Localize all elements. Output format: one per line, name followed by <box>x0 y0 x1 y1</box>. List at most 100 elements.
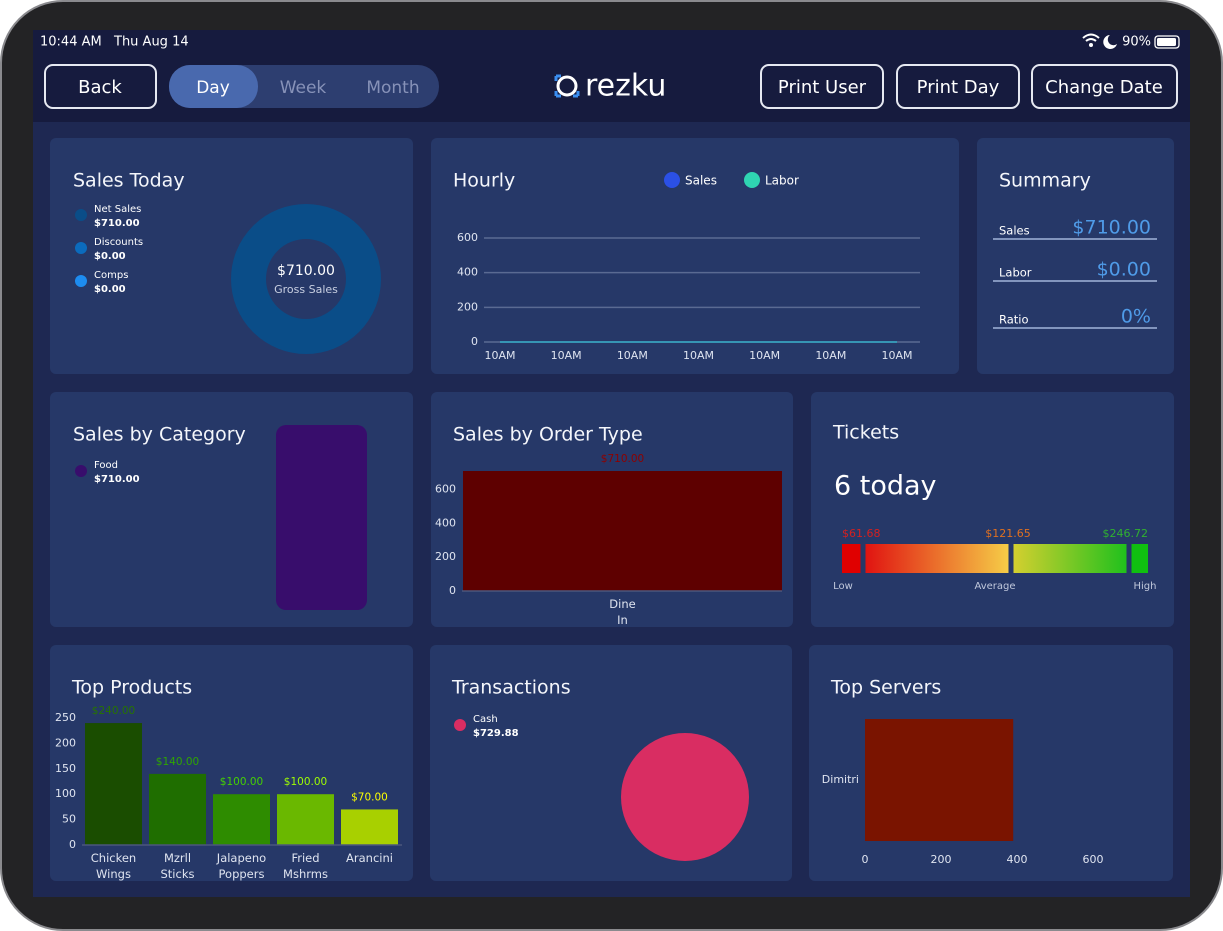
y-tick-label: 600 <box>435 483 456 496</box>
legend-label: Sales <box>685 174 717 188</box>
tab-active[interactable] <box>169 65 258 108</box>
x-tick-label: 0 <box>862 853 869 866</box>
x-label-box: Dine In <box>609 597 635 627</box>
bar-value-label: $100.00 <box>220 776 263 788</box>
summary-label: Sales <box>999 224 1030 238</box>
ticket-count: 6 today <box>834 471 937 502</box>
logo-corners <box>554 74 580 98</box>
card-title: Summary <box>999 170 1091 192</box>
bar <box>149 773 206 845</box>
summary-value: $710.00 <box>1072 217 1151 239</box>
x-tick-label: 10AM <box>683 349 714 362</box>
stack-segment <box>276 425 367 610</box>
back-button[interactable] <box>44 64 157 109</box>
button-label[interactable]: Change Date <box>1045 77 1163 98</box>
y-tick-label: 150 <box>55 762 76 775</box>
x-tick-label: Fried Mshrms <box>283 851 328 881</box>
legend-label: Net Sales <box>94 204 141 215</box>
change-date-button[interactable] <box>1031 64 1178 109</box>
y-tick-label: 400 <box>457 266 478 279</box>
bar-value-label: $100.00 <box>284 776 327 788</box>
gauge-segment <box>1129 544 1148 573</box>
gauge-label: Average <box>974 581 1015 592</box>
legend-dot <box>454 719 466 731</box>
center-value: $710.00 <box>277 263 335 279</box>
gauge-segment <box>1011 544 1129 573</box>
legend-dot <box>75 465 87 477</box>
print-user-button[interactable] <box>760 64 884 109</box>
legend-label: Cash <box>473 714 498 725</box>
y-tick-label: 250 <box>55 711 76 724</box>
legend-dot <box>75 275 87 287</box>
gauge-segment <box>863 544 1011 573</box>
bar <box>865 719 1014 841</box>
legend-dot <box>744 172 760 188</box>
y-tick-label: 0 <box>449 584 456 597</box>
legend-value: $0.00 <box>94 251 126 262</box>
logo-icon <box>556 75 578 97</box>
bar <box>85 723 142 845</box>
x-tick-label: 10AM <box>617 349 648 362</box>
wifi-icon <box>1082 33 1100 42</box>
x-tick-label: 200 <box>931 853 952 866</box>
legend-label: Comps <box>94 270 128 281</box>
bar-value-label: $710.00 <box>601 453 644 465</box>
summary-value: $0.00 <box>1097 259 1151 281</box>
bar <box>213 794 270 845</box>
card-title: Top Products <box>71 677 192 699</box>
gauge-label: High <box>1134 581 1157 592</box>
y-tick-label: 400 <box>435 516 456 529</box>
card-title: Top Servers <box>830 677 941 699</box>
x-label-box: Arancini <box>346 851 393 865</box>
bar <box>277 794 334 845</box>
x-tick-label: 10AM <box>484 349 515 362</box>
x-tick-label: 600 <box>1083 853 1104 866</box>
print-day-button[interactable] <box>896 64 1020 109</box>
x-tick-label: Mzrll Sticks <box>160 851 195 881</box>
gauge-value: $246.72 <box>1103 527 1149 540</box>
summary-label: Ratio <box>999 313 1029 327</box>
wifi-dot <box>1089 43 1093 47</box>
button-label[interactable]: Print Day <box>917 77 1000 98</box>
legend-label: Labor <box>765 174 799 188</box>
card-title: Hourly <box>453 170 515 192</box>
card <box>50 138 413 374</box>
tab[interactable]: Month <box>366 78 419 98</box>
x-tick-label: Jalapeno Poppers <box>216 851 267 881</box>
y-tick-label: 100 <box>55 787 76 800</box>
y-tick-label: 50 <box>62 813 76 826</box>
legend-dot <box>664 172 680 188</box>
x-tick-label: 10AM <box>881 349 912 362</box>
x-label-box: Chicken Wings <box>90 851 137 881</box>
tab[interactable]: Day <box>196 78 230 98</box>
x-tick-label: Arancini <box>346 851 393 865</box>
x-tick-label: Chicken Wings <box>90 851 137 881</box>
gauge-label: Low <box>833 581 853 592</box>
gauge-value: $121.65 <box>985 527 1031 540</box>
button-label[interactable]: Print User <box>778 77 867 98</box>
logo-text: rezku <box>585 69 666 104</box>
battery-level <box>1157 38 1176 46</box>
y-tick-label: 200 <box>457 300 478 313</box>
legend-value: $710.00 <box>94 474 140 485</box>
gauge-value: $61.68 <box>842 527 881 540</box>
gauge-segment <box>842 544 863 573</box>
moon-icon <box>1103 35 1117 49</box>
card-title: Sales by Category <box>73 424 246 446</box>
legend-value: $710.00 <box>94 218 140 229</box>
status-date: Thu Aug 14 <box>113 35 189 50</box>
status-time: 10:44 AM <box>40 35 102 50</box>
tab[interactable]: Week <box>280 78 327 98</box>
card-title: Sales by Order Type <box>453 424 643 446</box>
x-label-box: Mzrll Sticks <box>160 851 195 881</box>
back-label[interactable]: Back <box>78 77 122 98</box>
pie-slice <box>621 733 749 861</box>
x-tick-label: 10AM <box>551 349 582 362</box>
battery-text: 90% <box>1122 35 1151 50</box>
x-tick-label: 400 <box>1007 853 1028 866</box>
donut-slice <box>231 204 381 354</box>
x-tick-label: 10AM <box>749 349 780 362</box>
y-tick-label: Dimitri <box>822 773 859 786</box>
bar-value-label: $70.00 <box>351 791 388 803</box>
